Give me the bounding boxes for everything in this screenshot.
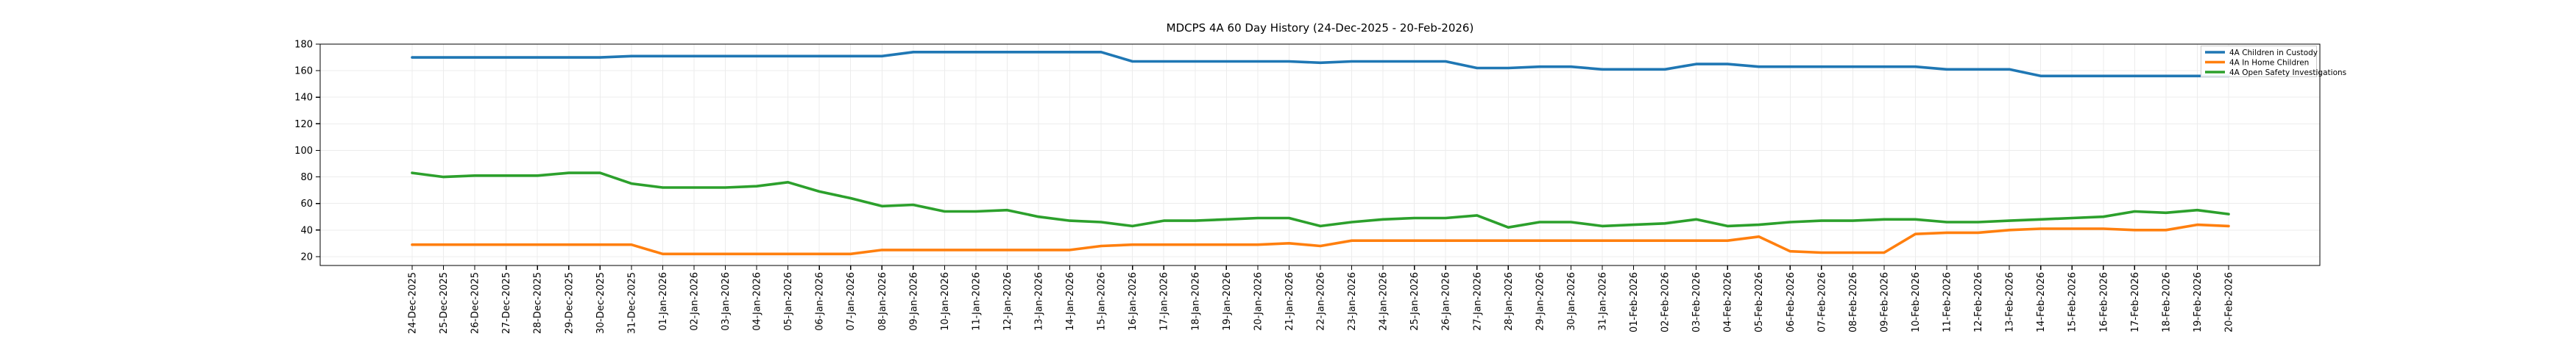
svg-text:15-Jan-2026: 15-Jan-2026: [1097, 272, 1108, 331]
legend-entry-4a-children-in-custody: 4A Children in Custody: [2205, 49, 2318, 57]
svg-text:160: 160: [294, 66, 313, 77]
svg-text:09-Jan-2026: 09-Jan-2026: [908, 272, 919, 331]
svg-text:20-Feb-2026: 20-Feb-2026: [2224, 272, 2235, 332]
series-line-4a-in-home-children: [411, 223, 2230, 256]
svg-text:80: 80: [300, 172, 313, 183]
svg-text:28-Jan-2026: 28-Jan-2026: [1504, 272, 1515, 331]
svg-text:40: 40: [300, 225, 313, 236]
svg-text:11-Jan-2026: 11-Jan-2026: [971, 272, 982, 331]
svg-text:19-Feb-2026: 19-Feb-2026: [2193, 272, 2204, 332]
svg-text:29-Dec-2025: 29-Dec-2025: [564, 272, 575, 334]
legend-label: 4A In Home Children: [2229, 58, 2309, 67]
svg-text:25-Dec-2025: 25-Dec-2025: [439, 272, 450, 334]
svg-text:06-Feb-2026: 06-Feb-2026: [1786, 272, 1797, 332]
svg-text:13-Feb-2026: 13-Feb-2026: [2005, 272, 2016, 332]
svg-text:16-Jan-2026: 16-Jan-2026: [1128, 272, 1139, 331]
svg-text:03-Feb-2026: 03-Feb-2026: [1691, 272, 1702, 332]
svg-text:03-Jan-2026: 03-Jan-2026: [721, 272, 732, 331]
svg-text:20: 20: [300, 252, 313, 263]
svg-text:12-Feb-2026: 12-Feb-2026: [1973, 272, 1984, 332]
svg-text:01-Feb-2026: 01-Feb-2026: [1629, 272, 1640, 332]
svg-text:27-Jan-2026: 27-Jan-2026: [1472, 272, 1483, 331]
svg-text:04-Feb-2026: 04-Feb-2026: [1723, 272, 1734, 332]
svg-text:60: 60: [300, 199, 313, 210]
svg-text:28-Dec-2025: 28-Dec-2025: [533, 272, 544, 334]
svg-text:01-Jan-2026: 01-Jan-2026: [658, 272, 669, 331]
svg-text:22-Jan-2026: 22-Jan-2026: [1316, 272, 1327, 331]
svg-text:14-Jan-2026: 14-Jan-2026: [1065, 272, 1076, 331]
svg-text:100: 100: [294, 146, 313, 157]
tick-marks: [316, 43, 2229, 270]
svg-text:20-Jan-2026: 20-Jan-2026: [1253, 272, 1264, 331]
svg-text:23-Jan-2026: 23-Jan-2026: [1347, 272, 1358, 331]
gridlines: [320, 43, 2320, 265]
svg-text:08-Feb-2026: 08-Feb-2026: [1848, 272, 1859, 332]
svg-text:17-Jan-2026: 17-Jan-2026: [1159, 272, 1170, 331]
svg-text:19-Jan-2026: 19-Jan-2026: [1222, 272, 1233, 331]
svg-text:26-Dec-2025: 26-Dec-2025: [470, 272, 481, 334]
svg-text:09-Feb-2026: 09-Feb-2026: [1879, 272, 1890, 332]
svg-text:14-Feb-2026: 14-Feb-2026: [2036, 272, 2047, 332]
series-line-4a-children-in-custody: [411, 51, 2230, 78]
legend-entry-4a-in-home-children: 4A In Home Children: [2205, 58, 2309, 67]
svg-text:24-Jan-2026: 24-Jan-2026: [1379, 272, 1390, 331]
legend-label: 4A Children in Custody: [2229, 49, 2318, 57]
series-line-4a-open-safety-investigations: [411, 171, 2230, 229]
legend-entry-4a-open-safety-investigations: 4A Open Safety Investigations: [2205, 68, 2346, 77]
svg-text:18-Feb-2026: 18-Feb-2026: [2161, 272, 2172, 332]
svg-text:08-Jan-2026: 08-Jan-2026: [877, 272, 888, 331]
svg-text:17-Feb-2026: 17-Feb-2026: [2130, 272, 2141, 332]
svg-text:21-Jan-2026: 21-Jan-2026: [1284, 272, 1295, 331]
svg-text:12-Jan-2026: 12-Jan-2026: [1002, 272, 1013, 331]
svg-text:10-Feb-2026: 10-Feb-2026: [1911, 272, 1922, 332]
x-axis-tick-labels: 24-Dec-2025 25-Dec-2025 26-Dec-2025 27-Dec-…: [408, 272, 2235, 334]
svg-text:18-Jan-2026: 18-Jan-2026: [1190, 272, 1201, 331]
svg-text:29-Jan-2026: 29-Jan-2026: [1535, 272, 1546, 331]
svg-text:24-Dec-2025: 24-Dec-2025: [408, 272, 419, 334]
svg-text:30-Jan-2026: 30-Jan-2026: [1566, 272, 1577, 331]
y-axis-tick-labels: 20 40 60 80 100 120 140 160 180: [294, 40, 313, 263]
svg-text:02-Feb-2026: 02-Feb-2026: [1660, 272, 1671, 332]
svg-text:31-Jan-2026: 31-Jan-2026: [1597, 272, 1608, 331]
svg-text:180: 180: [294, 40, 313, 51]
chart-title: MDCPS 4A 60 Day History (24-Dec-2025 - 2…: [1166, 21, 1474, 35]
svg-text:15-Feb-2026: 15-Feb-2026: [2067, 272, 2078, 332]
svg-text:02-Jan-2026: 02-Jan-2026: [689, 272, 700, 331]
series-lines: [411, 51, 2230, 256]
svg-text:10-Jan-2026: 10-Jan-2026: [940, 272, 951, 331]
svg-text:04-Jan-2026: 04-Jan-2026: [752, 272, 763, 331]
svg-text:13-Jan-2026: 13-Jan-2026: [1034, 272, 1045, 331]
svg-text:31-Dec-2025: 31-Dec-2025: [626, 272, 637, 334]
svg-text:27-Dec-2025: 27-Dec-2025: [501, 272, 512, 334]
svg-text:07-Feb-2026: 07-Feb-2026: [1816, 272, 1827, 332]
svg-text:30-Dec-2025: 30-Dec-2025: [595, 272, 606, 334]
svg-text:26-Jan-2026: 26-Jan-2026: [1441, 272, 1452, 331]
svg-text:120: 120: [294, 119, 313, 130]
svg-text:25-Jan-2026: 25-Jan-2026: [1409, 272, 1420, 331]
legend-label: 4A Open Safety Investigations: [2229, 68, 2346, 77]
svg-text:07-Jan-2026: 07-Jan-2026: [846, 272, 857, 331]
svg-text:05-Jan-2026: 05-Jan-2026: [783, 272, 794, 331]
svg-text:06-Jan-2026: 06-Jan-2026: [815, 272, 826, 331]
svg-text:05-Feb-2026: 05-Feb-2026: [1754, 272, 1765, 332]
svg-text:140: 140: [294, 93, 313, 104]
svg-text:11-Feb-2026: 11-Feb-2026: [1942, 272, 1953, 332]
svg-text:16-Feb-2026: 16-Feb-2026: [2098, 272, 2109, 332]
